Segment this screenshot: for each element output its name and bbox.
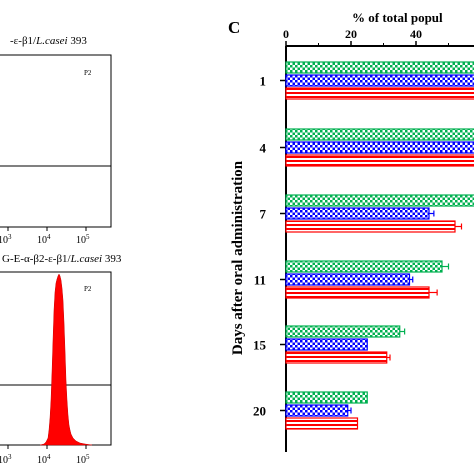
bar [285,325,401,338]
bottom-xtick-1e5: 105 [76,453,90,466]
top-xtick-1e5: 105 [76,233,90,246]
bar [285,351,388,364]
y-tick-label: 1 [260,74,267,89]
top-xtick-1e4: 104 [37,233,51,246]
y-tick-label: 11 [254,273,266,288]
bottom-x-axis: 103 104 105 [0,445,90,466]
bottom-gate-label: P2 [84,285,92,293]
y-axis: 1 4 7 11 15 20 [253,46,287,452]
y-tick-label: 20 [253,404,266,419]
y-axis-label: Days after oral administration [230,160,246,355]
bar-chart-panel-c: C % of total popul Days after oral admin… [228,10,474,452]
bottom-histogram-title: G-E-α-β2-ε-β1/L.casei 393 [2,253,122,265]
bar [285,391,368,404]
y-tick-label: 15 [253,338,267,353]
top-histogram-frame [0,54,112,228]
chart-title: % of total popul [352,10,443,25]
bar [285,273,411,286]
x-tick-label: 20 [345,27,357,41]
bar [285,74,474,87]
bar [285,141,474,154]
flow-cytometry-top: -ε-β1/L.casei 393 P2 103 104 105 [0,35,112,246]
bottom-histogram-peak [39,273,93,446]
top-x-axis: 103 104 105 [0,227,90,246]
flow-cytometry-bottom: G-E-α-β2-ε-β1/L.casei 393 P2 103 104 105 [0,253,122,466]
bar [285,207,430,220]
bar [285,404,349,417]
top-gate-label: P2 [84,69,92,77]
bar [285,220,456,233]
y-tick-label: 7 [260,207,267,222]
bar [285,260,443,273]
y-tick-label: 4 [260,141,267,156]
bar [285,87,474,100]
bar [285,286,430,299]
bar [285,154,474,167]
bar [285,128,474,141]
bars [285,61,474,430]
top-xtick-1e3: 103 [0,233,12,246]
bar [285,338,368,351]
panel-letter: C [228,18,240,37]
x-tick-label: 0 [283,27,289,41]
bar [285,417,359,430]
bottom-xtick-1e3: 103 [0,453,12,466]
bar [285,194,474,207]
x-tick-label: 40 [410,27,422,41]
top-histogram-title: -ε-β1/L.casei 393 [10,35,87,47]
bottom-xtick-1e4: 104 [37,453,51,466]
x-axis: 0 20 40 [283,27,474,47]
bar [285,61,474,74]
